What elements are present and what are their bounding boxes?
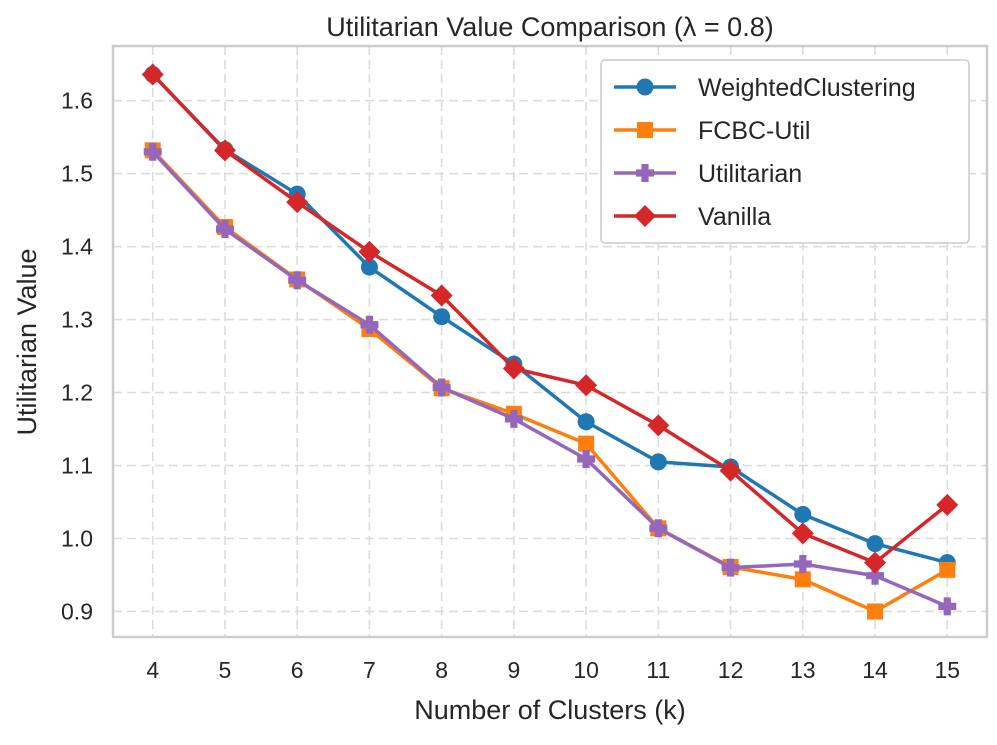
x-axis-label: Number of Clusters (k) — [414, 695, 686, 725]
data-point-square — [794, 571, 811, 588]
legend-item: FCBC-Util — [614, 117, 811, 145]
x-tick-label: 11 — [646, 657, 670, 683]
data-point-diamond — [286, 191, 309, 214]
legend-label: WeightedClustering — [698, 74, 916, 102]
x-tick-label: 9 — [507, 657, 520, 683]
series-group — [141, 63, 959, 620]
x-tick-label: 6 — [291, 657, 304, 683]
series-line — [151, 150, 948, 608]
y-tick-label: 1.0 — [61, 526, 93, 552]
x-tick-label: 14 — [862, 657, 888, 683]
legend-box — [600, 59, 970, 244]
x-axis-ticks: 4 5 6 7 8 9 10 11 12 13 14 15 — [146, 657, 960, 683]
data-point-square — [578, 435, 595, 452]
series-line — [151, 73, 949, 565]
data-point-diamond — [936, 493, 959, 516]
data-point-diamond — [430, 284, 453, 307]
legend-item: WeightedClustering — [614, 74, 916, 102]
data-point-plus — [360, 315, 379, 334]
x-tick-label: 10 — [573, 657, 599, 683]
x-tick-label: 5 — [219, 657, 232, 683]
data-point-plus — [215, 220, 234, 239]
series-line — [151, 73, 948, 565]
data-point-diamond — [791, 522, 814, 545]
data-point-plus — [649, 519, 668, 538]
x-tick-label: 12 — [718, 657, 744, 683]
y-axis-label: Utilitarian Value — [12, 248, 42, 435]
legend-label: Utilitarian — [698, 160, 802, 188]
data-point-diamond — [864, 551, 887, 574]
legend: WeightedClustering FCBC-Util Utilitarian Va… — [600, 59, 970, 244]
x-tick-label: 13 — [790, 657, 816, 683]
data-point-plus — [577, 449, 596, 468]
data-point-circle — [360, 258, 378, 276]
series-vanilla — [141, 63, 959, 574]
legend-marker-diamond — [634, 205, 656, 227]
data-point-square — [939, 561, 956, 578]
y-tick-label: 1.1 — [61, 453, 93, 479]
legend-marker-plus — [636, 164, 654, 182]
legend-label: FCBC-Util — [698, 117, 811, 145]
data-point-plus — [721, 558, 740, 577]
data-point-plus — [432, 378, 451, 397]
data-point-circle — [794, 505, 812, 523]
x-tick-label: 15 — [934, 657, 960, 683]
x-tick-label: 8 — [435, 657, 448, 683]
data-point-diamond — [647, 414, 670, 437]
chart-title: Utilitarian Value Comparison (λ = 0.8) — [326, 12, 773, 42]
data-point-circle — [433, 308, 451, 326]
legend-marker-square — [637, 122, 653, 138]
data-point-diamond — [358, 240, 381, 263]
legend-label: Vanilla — [698, 203, 771, 231]
data-point-diamond — [141, 63, 164, 86]
data-point-circle — [577, 413, 595, 431]
data-point-circle — [866, 535, 884, 553]
y-tick-label: 1.6 — [61, 88, 93, 114]
data-point-circle — [649, 453, 667, 471]
data-point-plus — [143, 142, 162, 161]
x-tick-label: 7 — [363, 657, 376, 683]
legend-item: Utilitarian — [614, 160, 802, 188]
legend-marker-circle — [636, 78, 654, 96]
data-point-plus — [288, 271, 307, 290]
data-point-plus — [793, 555, 812, 574]
data-point-diamond — [502, 357, 525, 380]
y-tick-label: 1.3 — [61, 307, 93, 333]
data-point-square — [867, 603, 884, 620]
y-tick-label: 1.5 — [61, 161, 93, 187]
legend-item: Vanilla — [614, 203, 771, 231]
x-tick-label: 4 — [146, 657, 159, 683]
plot-area-frame — [111, 44, 989, 639]
y-tick-label: 1.4 — [61, 234, 93, 260]
data-point-diamond — [575, 374, 598, 397]
y-axis-ticks: 0.9 1.0 1.1 1.2 1.3 1.4 1.5 1.6 — [61, 88, 93, 625]
series-utilitarian — [143, 142, 957, 616]
data-point-plus — [504, 409, 523, 428]
data-point-diamond — [719, 459, 742, 482]
data-point-plus — [938, 597, 957, 616]
data-point-diamond — [213, 139, 236, 162]
data-point-plus — [866, 566, 885, 585]
y-tick-label: 1.2 — [61, 380, 93, 406]
y-tick-label: 0.9 — [61, 598, 93, 624]
